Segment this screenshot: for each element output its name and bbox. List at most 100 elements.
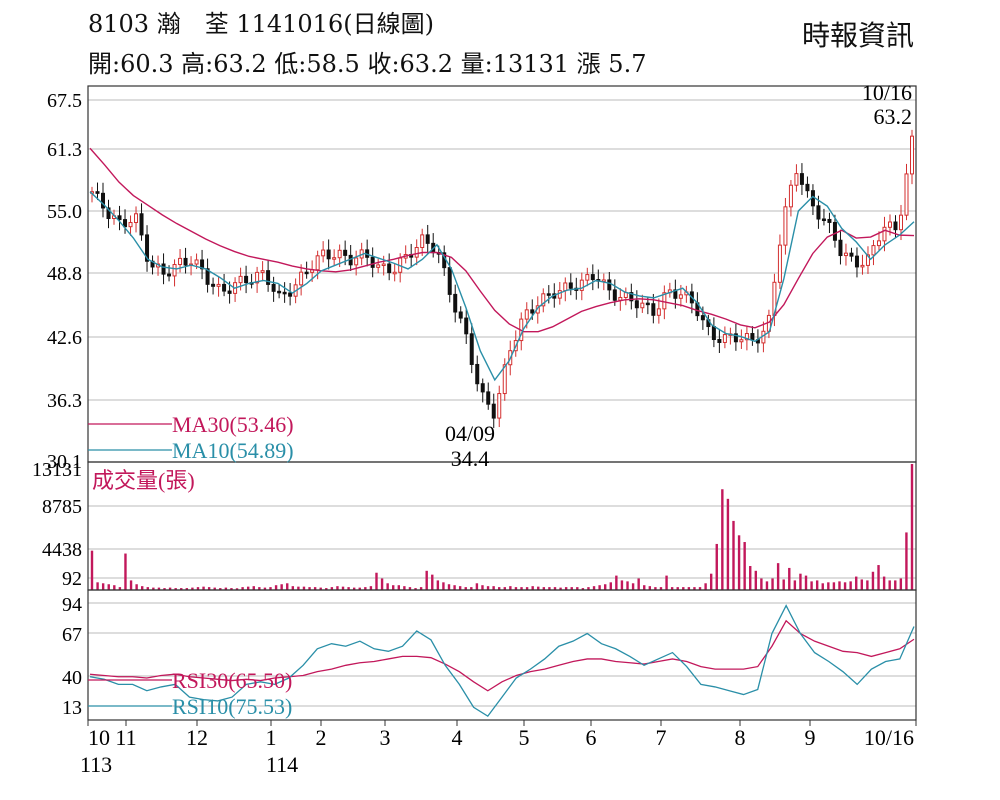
volume-bar bbox=[592, 586, 596, 590]
candle-body bbox=[200, 259, 205, 270]
volume-bar bbox=[369, 586, 373, 590]
candle-body bbox=[420, 234, 425, 249]
candle-body bbox=[414, 247, 419, 258]
candle-body bbox=[172, 264, 177, 277]
candle-body bbox=[491, 403, 496, 419]
price-tick-label: 30.1 bbox=[47, 451, 82, 473]
candle-body bbox=[321, 249, 326, 257]
candle-body bbox=[392, 271, 397, 275]
candle-body bbox=[893, 221, 898, 231]
volume-tick-label: 92 bbox=[62, 568, 82, 590]
volume-bar bbox=[230, 588, 233, 590]
candle-body bbox=[106, 207, 111, 220]
candle-body bbox=[849, 252, 854, 257]
candle-body bbox=[546, 293, 551, 296]
candle-body bbox=[673, 289, 678, 299]
volume-bar bbox=[330, 587, 334, 590]
volume-bar bbox=[609, 582, 612, 590]
x-month-label: 8 bbox=[735, 725, 746, 750]
volume-bar bbox=[129, 580, 133, 590]
volume-bar bbox=[553, 587, 557, 590]
candle-body bbox=[557, 290, 562, 299]
candle-body bbox=[469, 333, 474, 365]
volume-title: 成交量(張) bbox=[92, 468, 195, 493]
candle-body bbox=[255, 271, 260, 284]
volume-bar bbox=[810, 581, 813, 590]
volume-bar bbox=[325, 588, 328, 590]
candle-body bbox=[541, 293, 546, 307]
volume-bar bbox=[163, 588, 166, 590]
volume-bar bbox=[101, 583, 105, 590]
candle-body bbox=[832, 221, 837, 241]
x-month-label: 9 bbox=[805, 725, 816, 750]
price-tick-label: 36.3 bbox=[47, 390, 82, 412]
moving-average-lines bbox=[89, 147, 915, 382]
volume-bar bbox=[319, 587, 322, 590]
volume-bar bbox=[771, 578, 774, 590]
candle-body bbox=[139, 213, 144, 236]
candle-body bbox=[843, 252, 848, 257]
volume-bar bbox=[531, 586, 534, 590]
volume-bar bbox=[749, 566, 752, 590]
data-source-label: 時報資訊 bbox=[801, 19, 914, 52]
volume-bar bbox=[643, 585, 646, 590]
candle-body bbox=[205, 268, 210, 285]
volume-bar bbox=[308, 587, 311, 590]
volume-bar bbox=[676, 587, 679, 590]
volume-bar bbox=[693, 587, 696, 590]
candle-body bbox=[788, 184, 793, 208]
volume-bar bbox=[492, 586, 495, 590]
candle-body bbox=[662, 292, 667, 310]
volume-bar bbox=[419, 587, 423, 590]
candle-body bbox=[585, 274, 590, 281]
candle-body bbox=[277, 290, 282, 294]
volume-bar bbox=[559, 587, 562, 590]
volume-bar bbox=[135, 584, 138, 590]
candle-body bbox=[629, 292, 634, 302]
volume-bar bbox=[481, 585, 484, 590]
candle-body bbox=[722, 334, 727, 343]
volume-bar bbox=[364, 587, 367, 590]
volume-bar bbox=[754, 570, 758, 590]
volume-bar bbox=[241, 587, 244, 590]
candle-body bbox=[640, 302, 645, 309]
volume-bar bbox=[542, 587, 546, 590]
candle-body bbox=[717, 339, 722, 343]
rsi-tick-label: 40 bbox=[62, 667, 82, 689]
volume-bar bbox=[894, 580, 897, 590]
volume-bar bbox=[191, 587, 194, 590]
candle-body bbox=[882, 226, 887, 242]
candle-body bbox=[876, 240, 881, 247]
candle-body bbox=[222, 283, 227, 292]
candle-body bbox=[354, 257, 359, 266]
volume-bar bbox=[185, 588, 189, 590]
candle-body bbox=[733, 333, 738, 343]
candle-body bbox=[854, 255, 859, 268]
candle-body bbox=[678, 294, 683, 299]
rsi-lines bbox=[89, 604, 915, 718]
price-tick-label: 48.8 bbox=[47, 263, 82, 285]
volume-bar bbox=[475, 583, 479, 590]
volume-bar bbox=[503, 587, 506, 590]
candle-body bbox=[332, 257, 337, 260]
candle-body bbox=[651, 303, 656, 316]
volume-bar bbox=[525, 587, 529, 590]
volume-bar bbox=[168, 587, 172, 590]
price-tick-label: 55.0 bbox=[47, 201, 82, 223]
volume-tick-label: 8785 bbox=[42, 496, 82, 518]
candle-body bbox=[315, 255, 320, 271]
candle-body bbox=[502, 364, 507, 395]
x-month-label: 7 bbox=[656, 725, 667, 750]
x-month-label: 2 bbox=[316, 725, 327, 750]
candle-body bbox=[530, 309, 535, 314]
volume-bar bbox=[470, 587, 473, 590]
volume-bar bbox=[843, 582, 847, 590]
volume-bar bbox=[207, 587, 211, 590]
volume-bar bbox=[799, 573, 802, 590]
volume-bar bbox=[581, 588, 585, 590]
volume-bar bbox=[631, 583, 635, 590]
volume-bar bbox=[815, 580, 819, 590]
volume-bar bbox=[598, 585, 601, 590]
candle-body bbox=[271, 283, 276, 292]
ohlc-summary: 開:60.3 高:63.2 低:58.5 收:63.2 量:13131 漲 5.… bbox=[88, 50, 647, 78]
